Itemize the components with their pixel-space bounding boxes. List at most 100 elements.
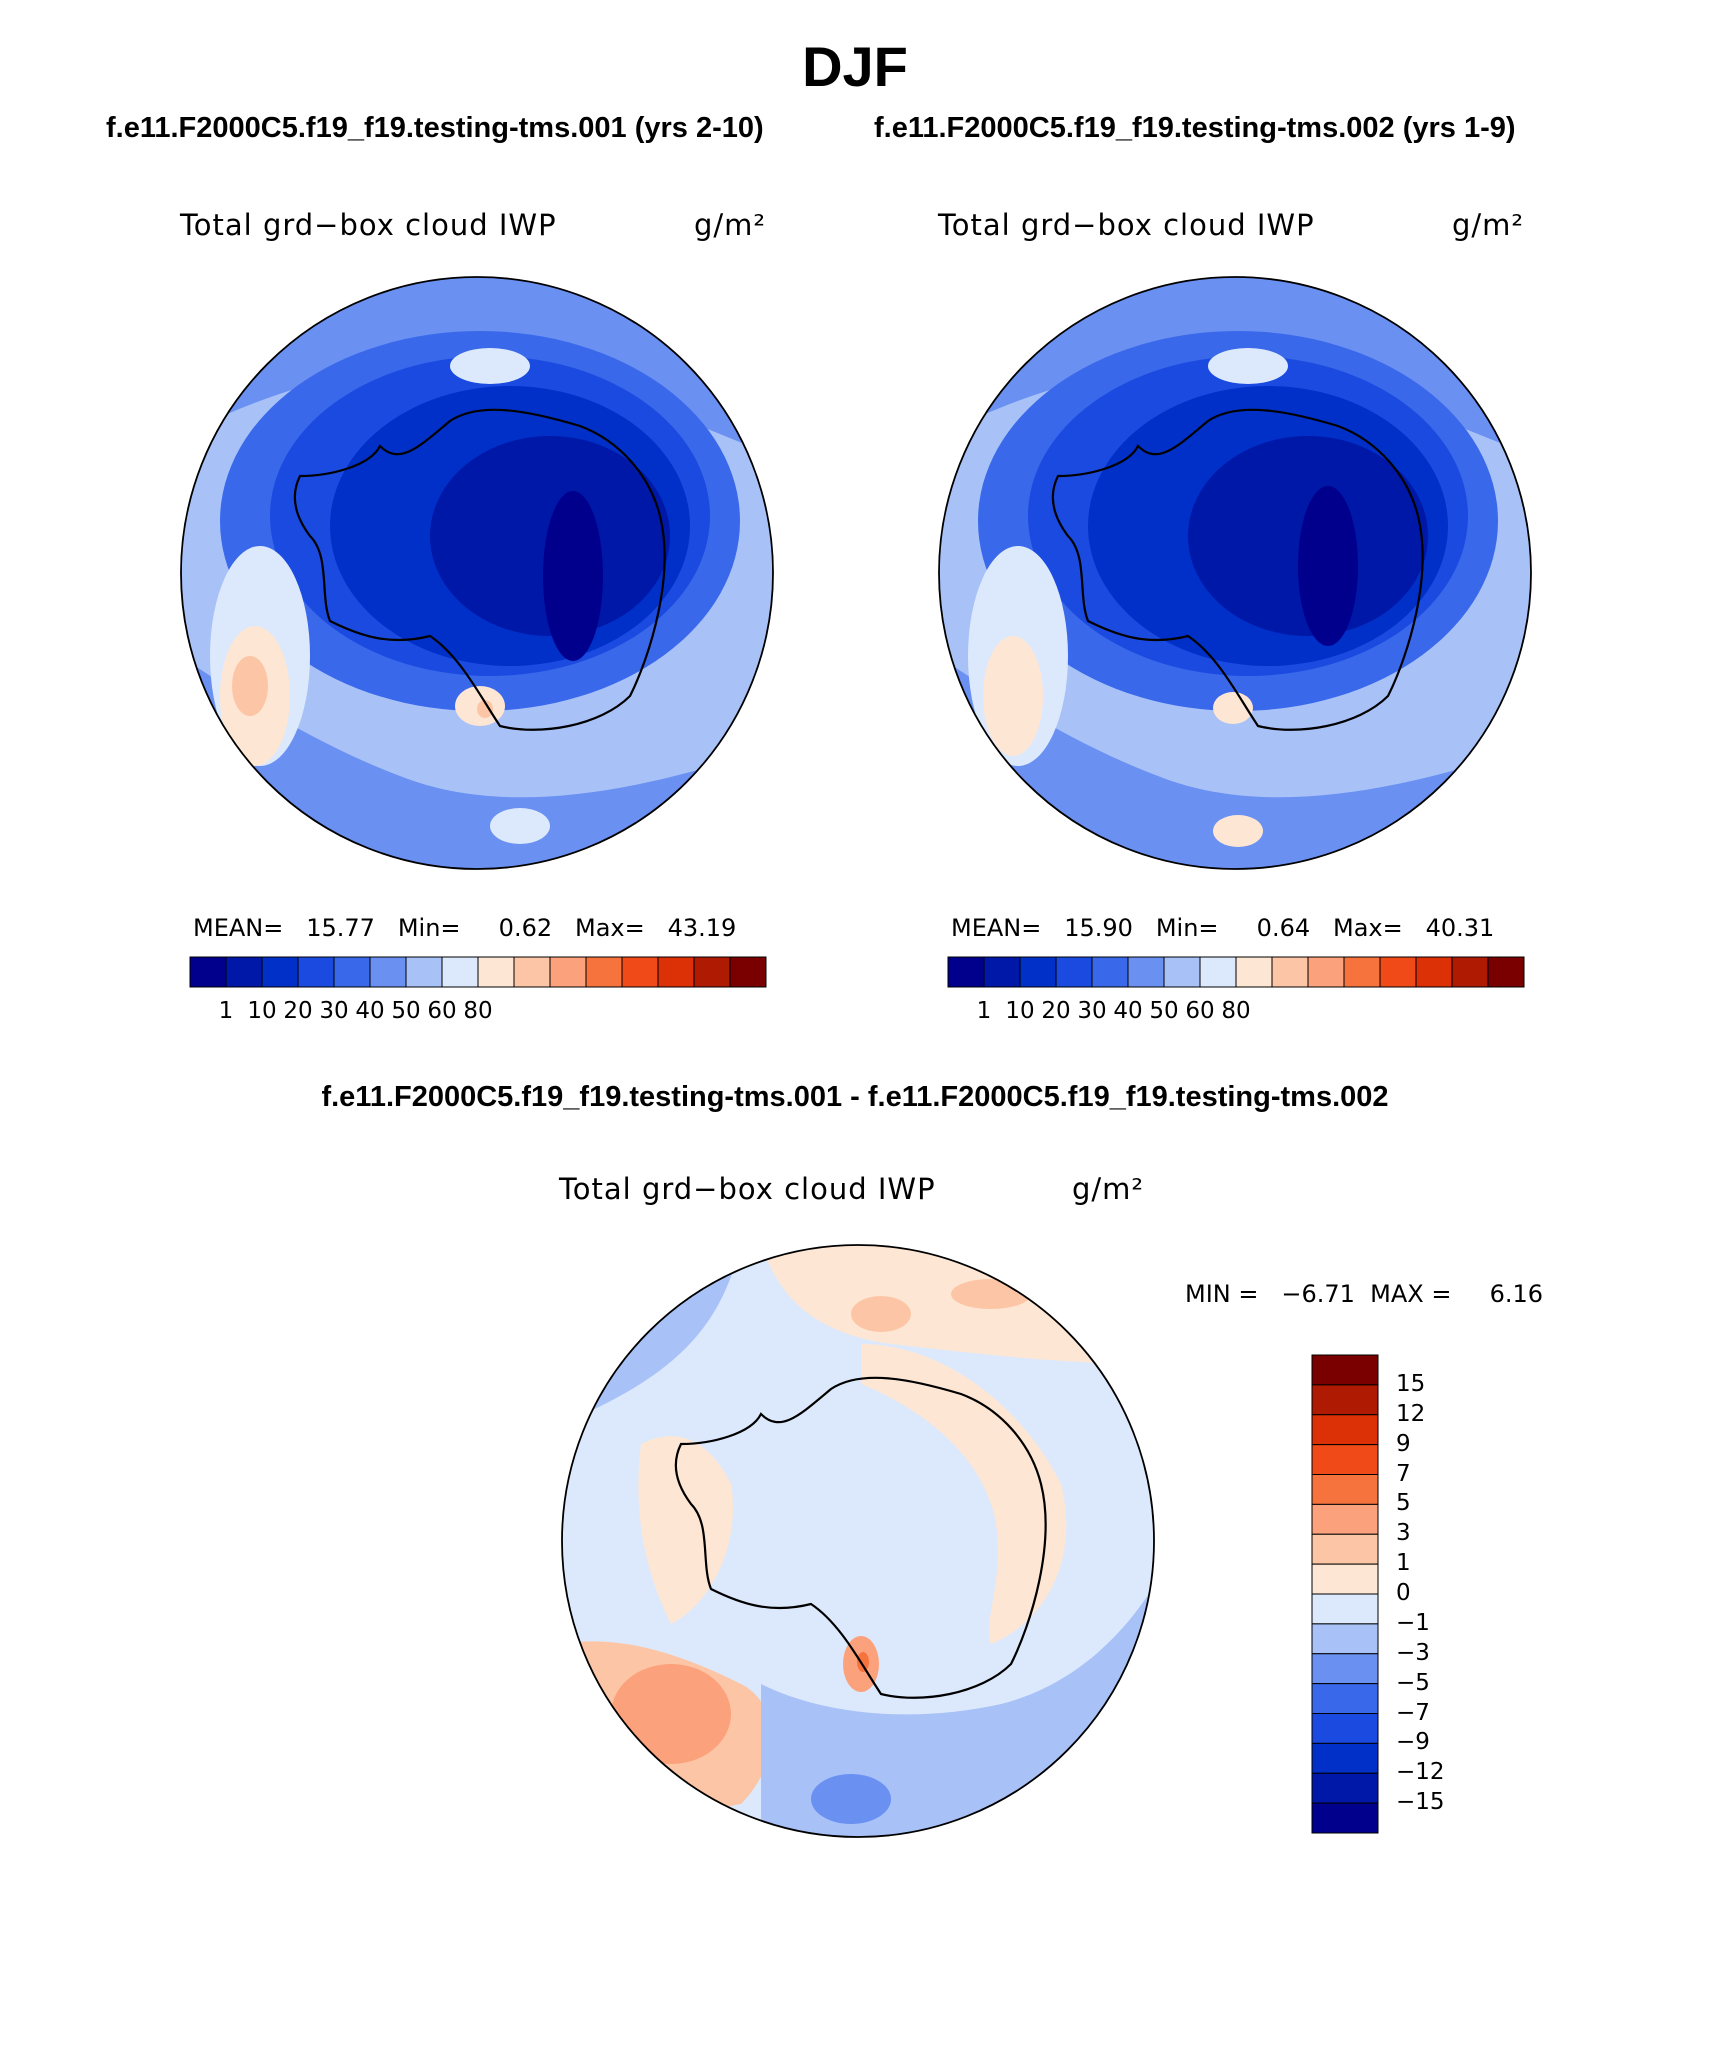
diff-colorbar [1311, 1354, 1379, 1834]
panel1-colorbar-swatch [189, 956, 227, 988]
panel1-variable: Total grd−box cloud IWP [180, 208, 557, 242]
panel1-colorbar-tick-label: 80 [463, 998, 493, 1024]
panel1-stats: MEAN= 15.77 Min= 0.62 Max= 43.19 [193, 914, 737, 942]
diff-variable: Total grd−box cloud IWP [559, 1172, 936, 1206]
panel2-colorbar-swatch [1343, 956, 1381, 988]
diff-colorbar-tick-label: −5 [1396, 1669, 1430, 1696]
panel1-colorbar-tick-label: 30 [319, 998, 349, 1024]
panel2-colorbar-swatch [1415, 956, 1453, 988]
panel1-colorbar-swatch [513, 956, 551, 988]
diff-colorbar-tick-label: −1 [1396, 1609, 1430, 1636]
diff-colorbar-tick-label: 7 [1396, 1460, 1411, 1487]
panel2-colorbar-tick-label: 30 [1077, 998, 1107, 1024]
panel2-colorbar-tick-label: 50 [1149, 998, 1179, 1024]
diff-colorbar-swatch [1311, 1503, 1379, 1535]
panel2-variable: Total grd−box cloud IWP [938, 208, 1315, 242]
panel2-colorbar-tick-label: 80 [1221, 998, 1251, 1024]
panel2-map [938, 276, 1532, 870]
panel2-colorbar-swatch [1271, 956, 1309, 988]
diff-colorbar-swatch [1311, 1384, 1379, 1416]
diff-colorbar-tick-label: 12 [1396, 1400, 1426, 1427]
diff-colorbar-tick-label: −15 [1396, 1789, 1445, 1816]
panel2-colorbar-swatch [1487, 956, 1525, 988]
diff-minmax: MIN = −6.71 MAX = 6.16 [1185, 1280, 1544, 1308]
diff-colorbar-labels: 15 12 9 7 5 3 1 0 −1 −3 −5 −7 −9 −12 −15 [1386, 1354, 1466, 1834]
panel1-colorbar-swatch [729, 956, 767, 988]
panel1-colorbar-swatch [693, 956, 731, 988]
panel2-colorbar-tick-label: 1 [976, 998, 992, 1024]
diff-title: f.e11.F2000C5.f19_f19.testing-tms.001 - … [321, 1081, 1389, 1113]
diff-colorbar-tick-label: 0 [1396, 1580, 1411, 1606]
panel1-map [180, 276, 774, 870]
panel1-colorbar-tick-label: 10 [247, 998, 277, 1024]
diff-colorbar-swatch [1311, 1444, 1379, 1476]
panel1-colorbar-swatch [477, 956, 515, 988]
panel1-colorbar-swatch [297, 956, 335, 988]
diff-colorbar-swatch [1311, 1683, 1379, 1715]
panel2-colorbar-swatch [1019, 956, 1057, 988]
diff-colorbar-swatch [1311, 1772, 1379, 1804]
panel2-colorbar-tick-label: 10 [1005, 998, 1035, 1024]
panel1-colorbar-tick-label: 50 [391, 998, 421, 1024]
panel2-colorbar-swatch [947, 956, 985, 988]
panel2-colorbar-tick-label: 20 [1041, 998, 1071, 1024]
panel2-colorbar-swatch [1091, 956, 1129, 988]
diff-colorbar-tick-label: 5 [1396, 1490, 1411, 1517]
panel2-colorbar-tick-label: 60 [1185, 998, 1215, 1024]
panel1-colorbar-swatch [585, 956, 623, 988]
panel2-colorbar-tick-label: 40 [1113, 998, 1143, 1024]
diff-colorbar-swatch [1311, 1354, 1379, 1386]
panel1-colorbar-tick-label: 1 [218, 998, 234, 1024]
panel1-colorbar-tick-label: 20 [283, 998, 313, 1024]
panel2-colorbar-swatch [1199, 956, 1237, 988]
panel1-colorbar-swatch [405, 956, 443, 988]
panel2-colorbar-swatch [1055, 956, 1093, 988]
diff-units: g/m² [1072, 1172, 1145, 1206]
diff-colorbar-swatch [1311, 1533, 1379, 1565]
panel2-colorbar-labels: 1 10 20 30 40 50 60 80 [948, 998, 1524, 1028]
panel2-units: g/m² [1452, 208, 1525, 242]
panel1-colorbar-swatch [621, 956, 659, 988]
diff-colorbar-tick-label: 3 [1396, 1520, 1411, 1547]
panel1-colorbar-tick-label: 40 [355, 998, 385, 1024]
diff-map [561, 1244, 1155, 1838]
panel2-colorbar-swatch [1235, 956, 1273, 988]
panel1-colorbar-swatch [441, 956, 479, 988]
diff-colorbar-swatch [1311, 1414, 1379, 1446]
panel2-colorbar-swatch [1163, 956, 1201, 988]
diff-colorbar-swatch [1311, 1802, 1379, 1834]
diff-colorbar-swatch [1311, 1563, 1379, 1595]
panel1-colorbar-swatch [549, 956, 587, 988]
diff-colorbar-tick-label: 15 [1396, 1370, 1426, 1397]
panel2-stats: MEAN= 15.90 Min= 0.64 Max= 40.31 [951, 914, 1495, 942]
diff-colorbar-tick-label: −9 [1396, 1729, 1430, 1756]
left-case-title: f.e11.F2000C5.f19_f19.testing-tms.001 (y… [106, 112, 764, 144]
diff-colorbar-swatch [1311, 1653, 1379, 1685]
diff-colorbar-swatch [1311, 1742, 1379, 1774]
panel1-colorbar-tick-label: 60 [427, 998, 457, 1024]
panel1-colorbar-swatch [369, 956, 407, 988]
panel2-colorbar-swatch [1379, 956, 1417, 988]
panel1-colorbar [189, 956, 767, 988]
diff-colorbar-swatch [1311, 1713, 1379, 1744]
panel2-colorbar-swatch [1451, 956, 1489, 988]
diff-colorbar-tick-label: 9 [1396, 1430, 1411, 1457]
diff-colorbar-tick-label: −7 [1396, 1699, 1430, 1726]
panel1-units: g/m² [694, 208, 767, 242]
panel2-colorbar-swatch [983, 956, 1021, 988]
diff-colorbar-swatch [1311, 1593, 1379, 1625]
right-case-title: f.e11.F2000C5.f19_f19.testing-tms.002 (y… [874, 112, 1516, 144]
panel1-colorbar-swatch [333, 956, 371, 988]
panel1-colorbar-labels: 1 10 20 30 40 50 60 80 [190, 998, 766, 1028]
panel1-colorbar-swatch [225, 956, 263, 988]
panel2-colorbar [947, 956, 1525, 988]
diff-colorbar-swatch [1311, 1474, 1379, 1505]
diff-colorbar-tick-label: 1 [1396, 1550, 1411, 1577]
diff-colorbar-tick-label: −3 [1396, 1639, 1430, 1666]
diff-colorbar-swatch [1311, 1623, 1379, 1655]
panel2-colorbar-swatch [1127, 956, 1165, 988]
figure-title: DJF [802, 35, 908, 98]
panel1-colorbar-swatch [261, 956, 299, 988]
diff-colorbar-tick-label: −12 [1396, 1759, 1445, 1786]
panel2-colorbar-swatch [1307, 956, 1345, 988]
